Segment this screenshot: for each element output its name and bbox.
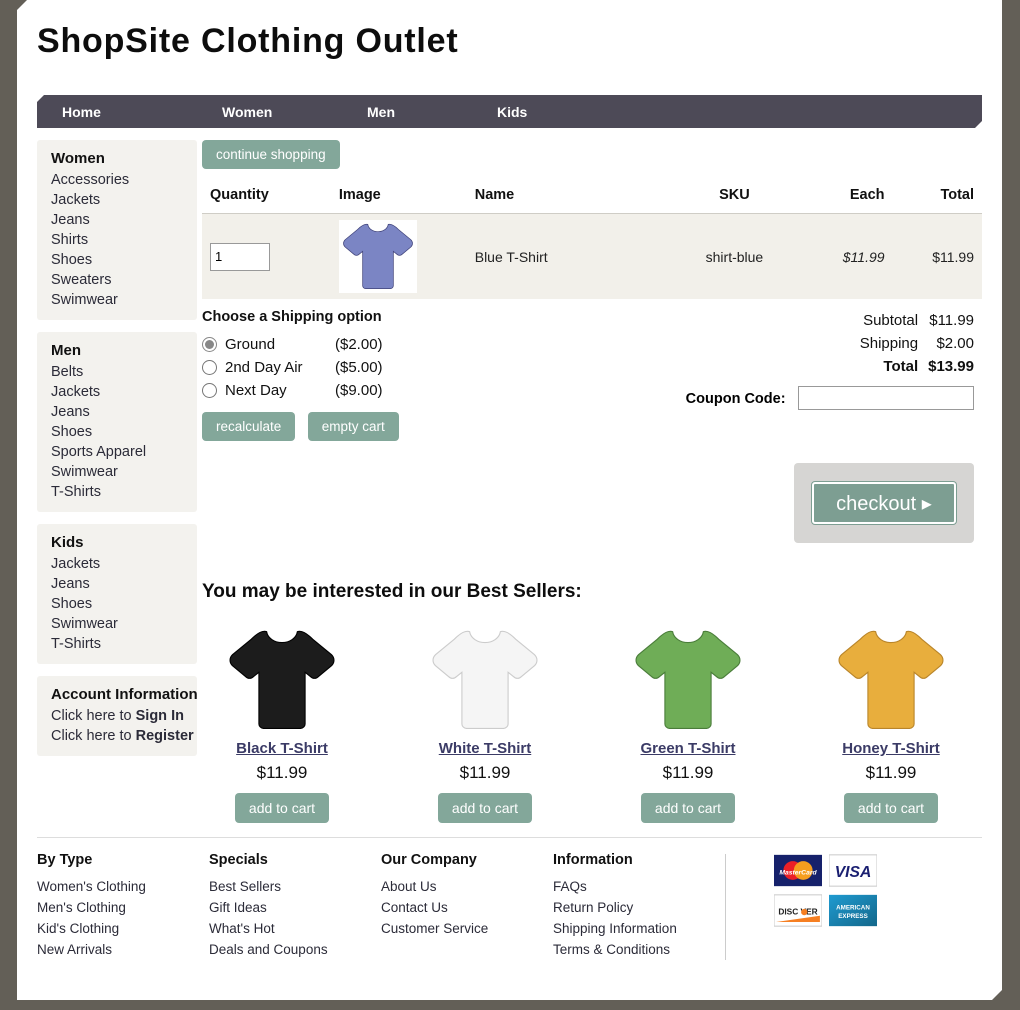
- svg-text:VISA: VISA: [835, 864, 872, 881]
- svg-text:DISC VER: DISC VER: [778, 907, 817, 917]
- svg-text:MasterCard: MasterCard: [779, 870, 817, 877]
- svg-text:EXPRESS: EXPRESS: [838, 913, 868, 920]
- svg-text:AMERICAN: AMERICAN: [836, 904, 870, 911]
